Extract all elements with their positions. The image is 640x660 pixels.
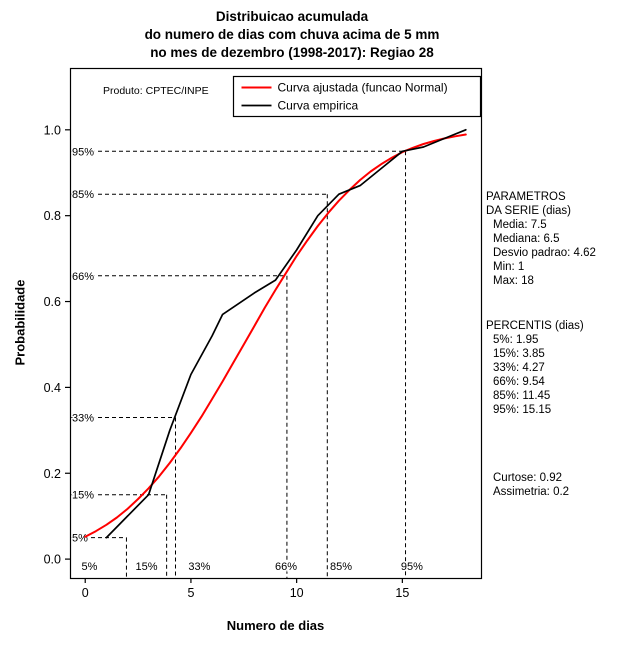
percentis-block: PERCENTIS (dias) 5%: 1.95 15%: 3.85 33%:…	[486, 319, 584, 417]
percentil-66: 66%: 9.54	[493, 376, 545, 388]
product-watermark: Produto: CPTEC/INPE	[103, 85, 209, 97]
plot-border	[69, 67, 483, 580]
legend-box	[232, 75, 482, 118]
percentile-bottom-label-95%: 95%	[401, 561, 423, 573]
x-tick-label: 15	[395, 586, 409, 600]
percentil-33: 33%: 4.27	[493, 362, 545, 374]
stat-media: Media: 7.5	[493, 219, 547, 231]
percentil-85: 85%: 11.45	[493, 390, 551, 402]
percentil-15: 15%: 3.85	[493, 348, 545, 360]
y-tick-label: 0.8	[44, 209, 61, 223]
percentile-left-label-66%: 66%	[72, 271, 94, 283]
percentile-bottom-label-33%: 33%	[188, 561, 210, 573]
x-tick-label: 10	[290, 586, 304, 600]
empirical-curve	[105, 128, 467, 539]
fitted-curve	[84, 133, 467, 538]
percentile-left-label-95%: 95%	[72, 146, 94, 158]
shape-stats-block: Curtose: 0.92 Assimetria: 0.2	[486, 471, 569, 499]
stat-assimetria: Assimetria: 0.2	[493, 486, 570, 498]
percentile-bottom-label-15%: 15%	[136, 561, 158, 573]
chart-title-line1: Distribuicao acumulada	[215, 9, 369, 24]
percentil-95: 95%: 15.15	[493, 404, 552, 416]
percentile-left-label-85%: 85%	[72, 189, 94, 201]
params-header-line2: DA SERIE (dias)	[486, 205, 571, 217]
stat-min: Min: 1	[493, 261, 525, 273]
legend-label-fitted: Curva ajustada (funcao Normal)	[278, 81, 448, 95]
percentile-bottom-label-85%: 85%	[330, 561, 352, 573]
params-header-line1: PARAMETROS	[486, 191, 566, 203]
chart-title: Distribuicao acumulada do numero de dias…	[0, 8, 584, 62]
legend-label-empirical: Curva empirica	[278, 99, 359, 113]
percentil-5: 5%: 1.95	[493, 334, 539, 346]
y-tick-label: 0.6	[44, 295, 61, 309]
y-tick-label: 0.4	[44, 381, 61, 395]
chart-title-line3: no mes de dezembro (1998-2017): Regiao 2…	[150, 45, 434, 60]
x-axis-title: Numero de dias	[226, 618, 325, 633]
x-tick-label: 0	[82, 586, 89, 600]
y-tick-label: 0.0	[44, 553, 61, 567]
percentis-header: PERCENTIS (dias)	[486, 320, 584, 332]
x-tick-label: 5	[187, 586, 194, 600]
y-axis-title: Probabilidade	[12, 279, 28, 366]
percentile-left-label-15%: 15%	[72, 490, 94, 502]
percentile-bottom-label-66%: 66%	[275, 561, 297, 573]
series-parameters-block: PARAMETROS DA SERIE (dias) Media: 7.5 Me…	[486, 190, 596, 288]
stat-mediana: Mediana: 6.5	[493, 233, 560, 245]
percentile-left-label-33%: 33%	[72, 412, 94, 424]
stat-curtose: Curtose: 0.92	[493, 472, 563, 484]
y-tick-label: 0.2	[44, 467, 61, 481]
percentile-left-label-5%: 5%	[72, 533, 88, 545]
stat-max: Max: 18	[493, 275, 534, 287]
stat-desvio-padrao: Desvio padrao: 4.62	[493, 247, 596, 259]
percentile-bottom-label-5%: 5%	[81, 561, 97, 573]
chart-title-line2: do numero de dias com chuva acima de 5 m…	[144, 27, 440, 42]
y-tick-label: 1.0	[44, 123, 61, 137]
